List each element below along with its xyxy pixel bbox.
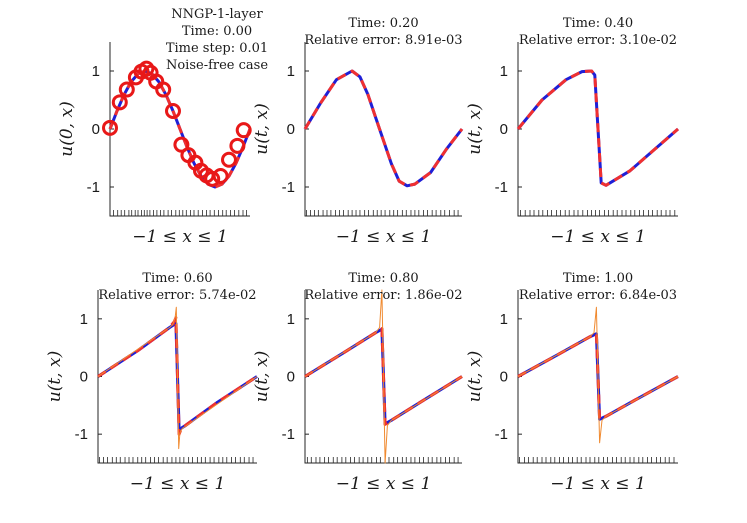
- x-axis-label: −1 ≤ x ≤ 1: [336, 474, 432, 494]
- axes-frame: [517, 42, 678, 217]
- y-tick-label: -1: [495, 426, 508, 443]
- x-axis-label: −1 ≤ x ≤ 1: [550, 474, 646, 494]
- chart-panel-bottom-right: -1 0 1 Time: 1.00 Relative error: 6.84e-03 −1…: [465, 271, 679, 494]
- y-tick-label: -1: [87, 179, 100, 196]
- chart-title-line: Time: 1.00: [563, 271, 633, 286]
- training-data-point: [118, 81, 135, 98]
- training-data-point: [221, 151, 237, 168]
- chart-title-line: Time: 0.00: [182, 24, 252, 39]
- training-data-point: [173, 136, 190, 153]
- predicted-mean-line: [108, 69, 252, 189]
- predicted-mean-line: [303, 69, 464, 188]
- chart-panel-top-left: -1 0 1 NNGP-1-layer Time: 0.00 Time step: 0.0…: [57, 7, 268, 247]
- x-axis-label: −1 ≤ x ≤ 1: [130, 474, 226, 494]
- chart-title-line: Time: 0.60: [142, 271, 212, 286]
- axes-frame: [97, 290, 257, 464]
- y-tick-label: 0: [500, 369, 508, 386]
- chart-title-line: Relative error: 8.91e-03: [304, 33, 462, 48]
- y-tick-label: 0: [92, 121, 100, 138]
- y-tick-label: 1: [287, 311, 295, 328]
- training-data-point: [102, 119, 118, 136]
- training-data-point: [235, 122, 252, 139]
- training-data-point: [111, 94, 128, 111]
- y-axis-label: u(t, x): [252, 103, 272, 154]
- y-tick-label: 0: [287, 121, 295, 138]
- y-tick-label: 0: [500, 121, 508, 138]
- uncertainty-band-line: [97, 306, 258, 450]
- chart-title-line: Noise-free case: [166, 58, 268, 73]
- uncertainty-band-line: [304, 289, 463, 464]
- y-tick-label: 0: [287, 369, 295, 386]
- y-tick-label: -1: [282, 426, 295, 443]
- y-tick-label: 1: [80, 311, 88, 328]
- chart-title-line: Relative error: 3.10e-02: [519, 33, 677, 48]
- y-tick-label: 1: [92, 63, 100, 80]
- predicted-mean-line: [516, 69, 679, 187]
- x-axis-label: −1 ≤ x ≤ 1: [550, 227, 646, 247]
- y-tick-label: 0: [80, 369, 88, 386]
- chart-title-line: Relative error: 6.84e-03: [519, 288, 677, 303]
- y-tick-label: -1: [495, 179, 508, 196]
- x-axis-label: −1 ≤ x ≤ 1: [336, 227, 432, 247]
- chart-panel-top-middle: -1 0 1 Time: 0.20 Relative error: 8.91e-03 −1…: [252, 16, 464, 247]
- chart-title-line: Time: 0.40: [563, 16, 633, 31]
- axes-frame: [304, 42, 462, 217]
- y-tick-label: 1: [500, 63, 508, 80]
- uncertainty-band-line: [517, 306, 679, 444]
- training-data-point: [229, 137, 246, 154]
- chart-panel-top-right: -1 0 1 Time: 0.40 Relative error: 3.10e-02 −1…: [465, 16, 679, 247]
- axes-frame: [517, 290, 678, 464]
- y-tick-label: 1: [287, 63, 295, 80]
- training-data-point: [204, 170, 221, 187]
- chart-title-line: Time: 0.20: [348, 16, 418, 31]
- chart-panel-bottom-left: -1 0 1 Time: 0.60 Relative error: 5.74e-02 −1…: [45, 271, 258, 494]
- chart-panel-bottom-middle: -1 0 1 Time: 0.80 Relative error: 1.86e-02 −1…: [252, 271, 463, 494]
- axes-frame: [304, 290, 462, 464]
- chart-title-line: Relative error: 5.74e-02: [98, 288, 256, 303]
- y-axis-label: u(t, x): [465, 103, 485, 154]
- training-data-point: [155, 81, 172, 98]
- x-axis-label: −1 ≤ x ≤ 1: [132, 227, 228, 247]
- training-data-point: [138, 60, 155, 77]
- axes-frame: [109, 42, 250, 217]
- exact-solution-line: [303, 69, 464, 188]
- chart-title-line: Relative error: 1.86e-02: [304, 288, 462, 303]
- y-axis-label: u(t, x): [465, 351, 485, 402]
- chart-title-line: Time step: 0.01: [166, 41, 268, 56]
- y-tick-label: 1: [500, 311, 508, 328]
- chart-title-line: Time: 0.80: [348, 271, 418, 286]
- y-tick-label: -1: [282, 179, 295, 196]
- training-data-point: [212, 167, 229, 184]
- training-data-point: [165, 103, 181, 120]
- chart-title-line: NNGP-1-layer: [171, 7, 263, 22]
- y-tick-label: -1: [75, 426, 88, 443]
- y-axis-label: u(t, x): [45, 351, 65, 402]
- y-axis-label: u(t, x): [252, 351, 272, 402]
- y-axis-label: u(0, x): [57, 101, 77, 156]
